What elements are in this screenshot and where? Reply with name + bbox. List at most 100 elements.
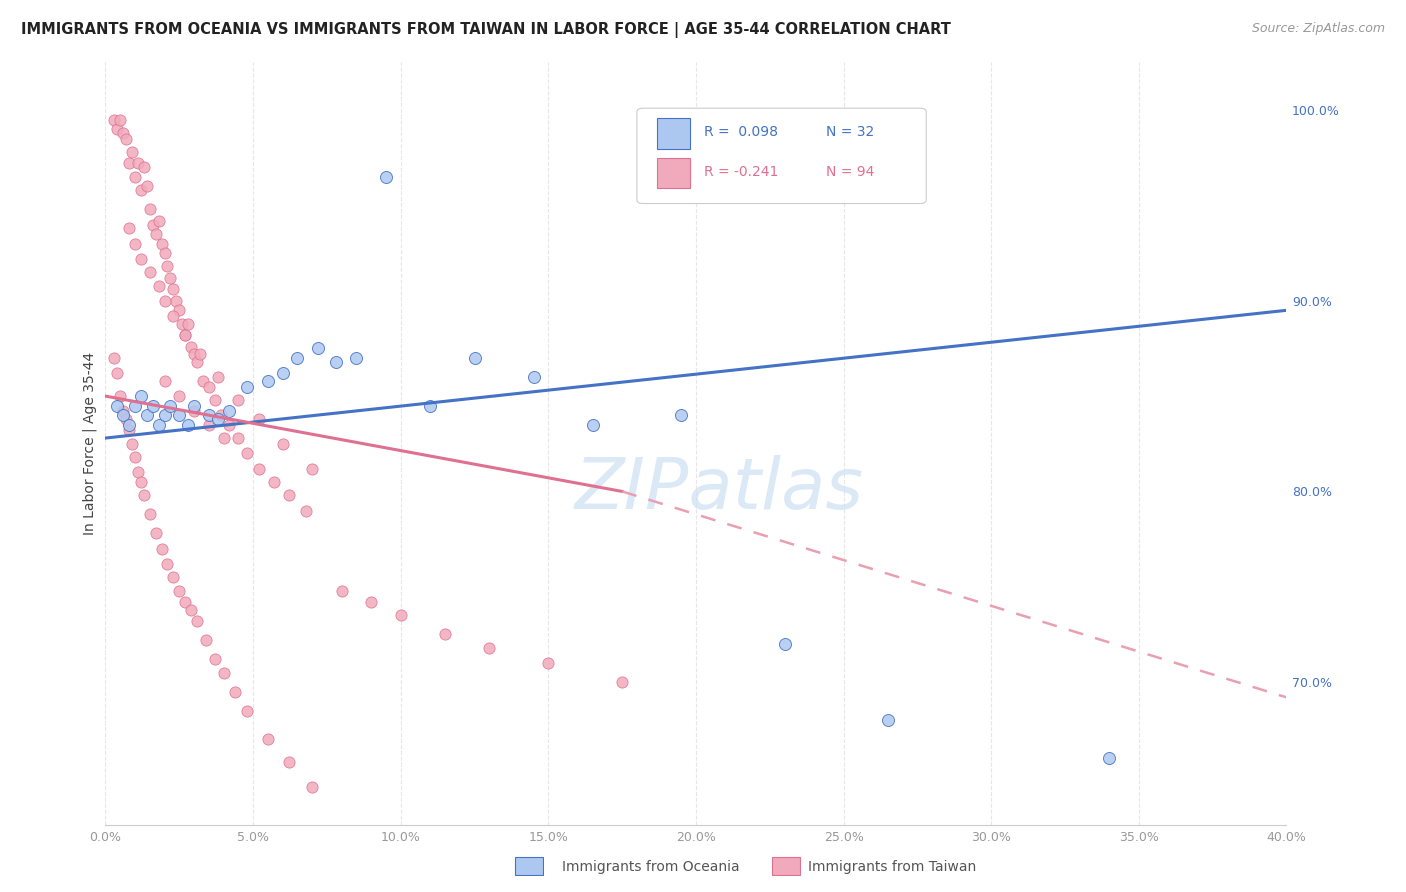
Point [186, 355, 208, 369]
Point [197, 408, 219, 422]
Point [197, 379, 219, 393]
Point [464, 351, 486, 365]
Point [138, 265, 162, 279]
Point [135, 179, 157, 194]
Text: N = 32: N = 32 [825, 125, 875, 139]
Point [207, 370, 229, 384]
Point [129, 475, 152, 489]
Point [156, 260, 179, 274]
Point [247, 461, 270, 475]
Point [188, 347, 211, 361]
Text: N = 94: N = 94 [825, 164, 875, 178]
Point [295, 503, 318, 517]
Point [671, 408, 693, 422]
Point [135, 408, 157, 422]
Text: R = -0.241: R = -0.241 [704, 164, 779, 178]
Point [150, 236, 173, 251]
Point [124, 399, 146, 413]
Point [236, 446, 259, 460]
FancyBboxPatch shape [657, 158, 690, 188]
Point [224, 684, 246, 698]
Point [169, 389, 191, 403]
Point [247, 412, 270, 426]
Point [330, 583, 353, 598]
Point [301, 780, 323, 794]
Text: ZIPatlas: ZIPatlas [575, 455, 865, 524]
Point [124, 169, 146, 184]
Point [118, 221, 141, 235]
Point [165, 293, 187, 308]
Point [121, 145, 143, 159]
Point [180, 339, 202, 353]
Point [523, 370, 546, 384]
Text: IMMIGRANTS FROM OCEANIA VS IMMIGRANTS FROM TAIWAN IN LABOR FORCE | AGE 35-44 COR: IMMIGRANTS FROM OCEANIA VS IMMIGRANTS FR… [21, 22, 950, 38]
Point [1098, 751, 1121, 765]
Point [138, 508, 162, 522]
Point [112, 408, 135, 422]
Point [153, 408, 176, 422]
Point [153, 246, 176, 260]
Point [236, 379, 259, 393]
Point [118, 156, 141, 170]
Point [172, 317, 194, 331]
Point [142, 399, 165, 413]
Point [115, 131, 138, 145]
Point [103, 351, 125, 365]
Point [162, 309, 184, 323]
Point [433, 627, 456, 641]
Point [183, 399, 205, 413]
FancyBboxPatch shape [637, 108, 927, 203]
Point [212, 431, 235, 445]
Point [124, 236, 146, 251]
Point [174, 328, 197, 343]
Point [177, 317, 200, 331]
Point [145, 526, 167, 541]
Point [537, 656, 560, 670]
Point [105, 366, 128, 380]
Point [228, 431, 250, 445]
Point [169, 583, 191, 598]
Point [277, 488, 299, 502]
Point [419, 399, 441, 413]
Text: Immigrants from Oceania: Immigrants from Oceania [562, 860, 740, 874]
Point [169, 303, 191, 318]
Point [218, 417, 240, 432]
Point [153, 374, 176, 388]
Point [110, 389, 132, 403]
Point [142, 218, 165, 232]
Point [115, 412, 138, 426]
Point [307, 342, 329, 356]
Y-axis label: In Labor Force | Age 35-44: In Labor Force | Age 35-44 [83, 352, 97, 535]
Point [148, 417, 170, 432]
Point [118, 424, 141, 438]
Point [129, 389, 152, 403]
Text: Source: ZipAtlas.com: Source: ZipAtlas.com [1251, 22, 1385, 36]
Text: Immigrants from Taiwan: Immigrants from Taiwan [808, 860, 977, 874]
Point [103, 112, 125, 127]
Point [156, 557, 179, 571]
Point [610, 675, 633, 690]
Point [148, 278, 170, 293]
Point [374, 169, 398, 184]
Point [204, 392, 226, 407]
Point [360, 595, 382, 609]
Point [132, 161, 155, 175]
Point [112, 404, 135, 418]
Point [271, 436, 294, 450]
Point [153, 293, 176, 308]
Point [478, 640, 501, 655]
Point [124, 450, 146, 464]
Point [127, 156, 149, 170]
Point [257, 732, 280, 747]
Point [183, 347, 205, 361]
Point [148, 213, 170, 227]
Point [218, 404, 240, 418]
Point [180, 602, 202, 616]
Point [212, 665, 235, 680]
Text: R =  0.098: R = 0.098 [704, 125, 779, 139]
Point [110, 112, 132, 127]
Point [277, 755, 299, 769]
Point [257, 374, 280, 388]
Point [346, 351, 368, 365]
Point [105, 399, 128, 413]
